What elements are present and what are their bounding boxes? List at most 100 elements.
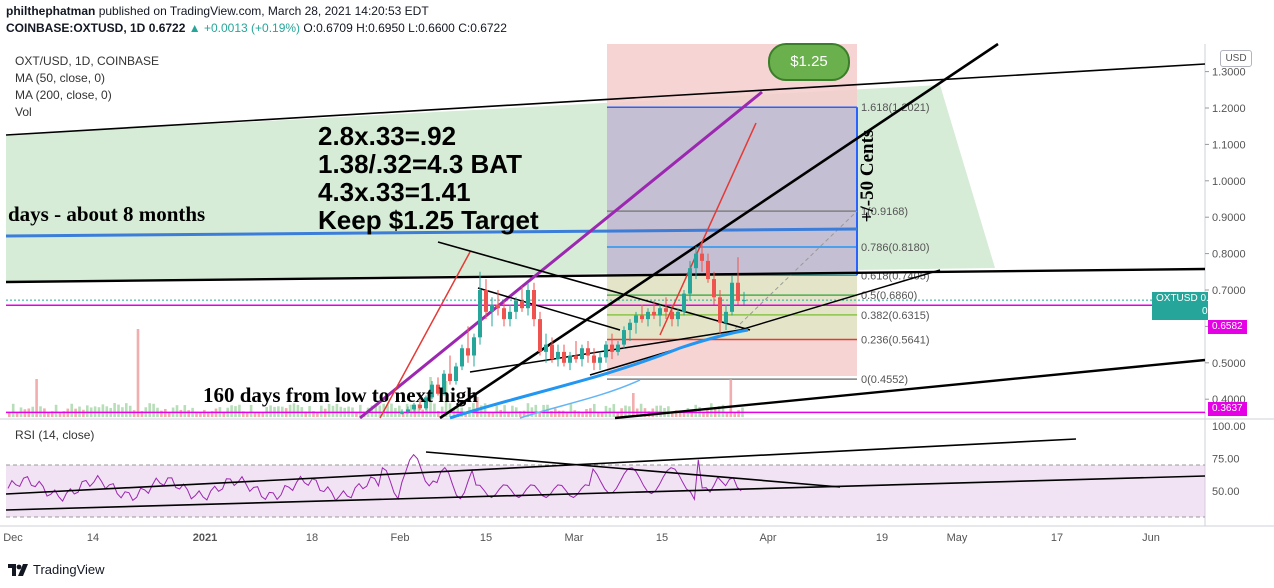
volume-bar [316, 412, 319, 417]
x-tick-label: 15 [480, 532, 492, 544]
horizontal-resistance-line [5, 267, 1206, 284]
volume-bar [721, 404, 725, 417]
volume-bar [242, 411, 245, 417]
volume-bar [8, 413, 11, 417]
volume-bar [565, 411, 569, 417]
legend-ma200[interactable]: MA (200, close, 0) [15, 88, 112, 102]
volume-bar [491, 412, 495, 417]
cents-annotation: +/-50 Cents [857, 129, 878, 223]
legend-ma50[interactable]: MA (50, close, 0) [15, 71, 106, 85]
y-tick-label: 1.1000 [1212, 139, 1246, 151]
fib-level-label: 0.786(0.8180) [861, 242, 930, 254]
volume-bar [152, 403, 155, 417]
volume-bar [612, 404, 616, 417]
legend-title[interactable]: OXT/USD, 1D, COINBASE [15, 54, 160, 68]
candle-body [598, 357, 602, 363]
volume-bar [604, 405, 608, 417]
volume-bar [50, 411, 54, 417]
volume-bar [257, 412, 261, 417]
candle-body [694, 253, 698, 269]
volume-bar [82, 409, 85, 417]
volume-bar [538, 411, 541, 417]
legend-vol[interactable]: Vol [15, 105, 32, 119]
x-tick-label: 14 [87, 532, 99, 544]
volume-bar [206, 411, 210, 417]
volume-bar [417, 404, 421, 417]
x-tick-label: Mar [565, 532, 584, 544]
y-tick-label: 0.7000 [1212, 285, 1246, 297]
candle-body [508, 311, 512, 320]
last-price: 0.6722 [148, 21, 186, 35]
tradingview-logo-icon [8, 563, 28, 576]
volume-bar [374, 405, 378, 417]
volume-bar [616, 412, 619, 417]
x-tick-label: Dec [3, 532, 23, 544]
candle-body [682, 293, 686, 312]
volume-bar [437, 410, 440, 417]
upper-channel-line [5, 63, 1206, 136]
rsi-lower-trendline [5, 475, 1206, 511]
price-change: +0.0013 (+0.19%) [203, 21, 301, 35]
candle-body [586, 348, 590, 356]
candle-body [640, 315, 644, 320]
volume-bar [359, 404, 362, 417]
candle-body [658, 308, 662, 316]
candle-body [478, 290, 482, 338]
volume-bar [269, 405, 272, 417]
volume-bar [62, 411, 66, 417]
volume-bar [409, 404, 413, 417]
volume-bar [674, 410, 678, 417]
low-price-tag: 0.3637 [1208, 402, 1247, 416]
calc-line-4: Keep $1.25 Target [318, 205, 539, 235]
ohlc-values: O:0.6709 H:0.6950 L:0.6600 C:0.6722 [303, 21, 507, 35]
footer-brand[interactable]: TradingView [8, 562, 105, 577]
candle-body [418, 404, 422, 409]
volume-bar [526, 403, 530, 417]
volume-bar [534, 404, 538, 417]
volume-bar [288, 404, 292, 417]
candle-body [646, 311, 650, 320]
volume-bar [386, 404, 389, 417]
candle-body [532, 290, 536, 320]
candle-body [466, 348, 470, 356]
chart-legend: OXT/USD, 1D, COINBASE MA (50, close, 0) … [15, 53, 159, 121]
volume-bar [234, 406, 237, 417]
candle-body [412, 404, 416, 410]
currency-button[interactable]: USD [1220, 50, 1252, 67]
author-name[interactable]: philthephatman [6, 4, 96, 18]
volume-bar [253, 412, 257, 417]
candle-body [544, 344, 548, 352]
volume-bar [702, 412, 705, 417]
volume-bar [370, 405, 374, 417]
tag-countdown: 05:39:06 [1202, 306, 1241, 317]
volume-bar [655, 405, 658, 417]
rsi-legend[interactable]: RSI (14, close) [15, 428, 95, 442]
candle-body [628, 322, 632, 331]
volume-bar [444, 381, 448, 417]
fib-level-label: 0.382(0.6315) [861, 310, 930, 322]
volume-bar [238, 404, 241, 417]
candle-body [400, 411, 404, 414]
symbol-name: COINBASE:OXTUSD, 1D [6, 21, 146, 35]
y-tick-label: 1.2000 [1212, 103, 1246, 115]
x-tick-label: 17 [1051, 532, 1063, 544]
support-line-2 [589, 269, 941, 376]
volume-bar [546, 404, 549, 417]
descending-trendline [437, 241, 751, 331]
volume-bar [678, 411, 682, 417]
candle-body [616, 344, 620, 352]
candle-body [436, 384, 440, 394]
volume-bar [706, 409, 709, 417]
volume-bar [222, 411, 226, 417]
volume-bar [203, 409, 206, 417]
volume-bar [503, 405, 506, 417]
last-price-tag: OXTUSD 0.6722 05:39:06 [1152, 292, 1241, 320]
volume-bar [199, 411, 202, 417]
candle-body [724, 311, 728, 323]
volume-bar [183, 405, 187, 417]
volume-bar [596, 412, 600, 417]
volume-bar [632, 393, 635, 417]
volume-bar [671, 412, 674, 417]
candle-body [556, 351, 560, 360]
